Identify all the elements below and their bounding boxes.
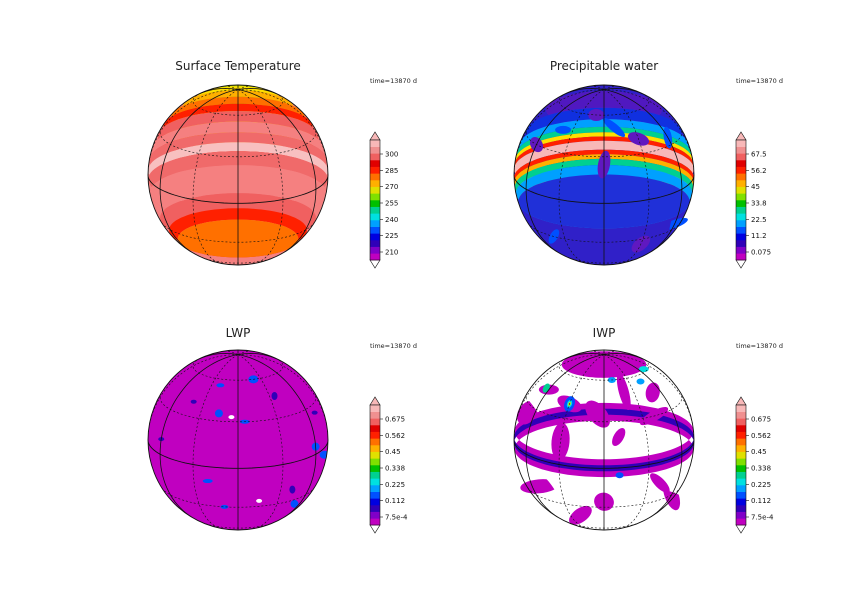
time-label-iwp: time=13870 d [736, 342, 784, 350]
colorbar-surface-temperature: 300 285 270 255 240 225 210 [369, 131, 398, 269]
colorbar-tick-label: 0.225 [751, 481, 771, 489]
colorbar-tick-label: 33.8 [751, 200, 767, 208]
colorbar-tick-label: 0.45 [751, 448, 767, 456]
colorbar-tick-label: 210 [385, 249, 398, 257]
colorbar-tick-label: 285 [385, 167, 398, 175]
colorbar-tick-label: 0.675 [751, 416, 771, 424]
globe-lwp [147, 349, 329, 531]
panel-title-precipitable-water: Precipitable water [549, 59, 659, 73]
time-label-surface-temperature: time=13870 d [370, 77, 418, 85]
colorbar-tick-label: 300 [385, 151, 398, 159]
colorbar-tick-label: 0.675 [385, 416, 405, 424]
colorbar-precipitable-water: 67.5 56.2 45 33.8 22.5 11.2 0.075 [735, 131, 771, 269]
panel-title-iwp: IWP [592, 326, 616, 340]
colorbar-tick-label: 0.225 [385, 481, 405, 489]
colorbar-tick-label: 255 [385, 200, 398, 208]
globe-iwp [513, 349, 695, 531]
colorbar-tick-label: 0.338 [385, 465, 405, 473]
colorbar-iwp: 0.675 0.562 0.45 0.338 0.225 0.112 7.5e-4 [735, 396, 774, 534]
colorbar-tick-label: 270 [385, 183, 398, 191]
colorbar-tick-label: 22.5 [751, 216, 767, 224]
colorbar-tick-label: 7.5e-4 [751, 514, 774, 522]
colorbar-tick-label: 11.2 [751, 232, 767, 240]
colorbar-tick-label: 0.562 [751, 432, 771, 440]
colorbar-tick-label: 45 [751, 183, 760, 191]
time-label-precipitable-water: time=13870 d [736, 77, 784, 85]
time-label-lwp: time=13870 d [370, 342, 418, 350]
colorbar-tick-label: 240 [385, 216, 398, 224]
colorbar-tick-label: 56.2 [751, 167, 767, 175]
globe-precipitable-water [513, 84, 695, 266]
colorbar-tick-label: 0.562 [385, 432, 405, 440]
colorbar-tick-label: 0.075 [751, 249, 771, 257]
panel-title-lwp: LWP [225, 326, 251, 340]
colorbar-tick-label: 0.112 [751, 497, 771, 505]
colorbar-tick-label: 0.45 [385, 448, 401, 456]
colorbar-tick-label: 0.338 [751, 465, 771, 473]
colorbar-lwp: 0.675 0.562 0.45 0.338 0.225 0.112 7.5e-4 [369, 396, 408, 534]
colorbar-tick-label: 225 [385, 232, 398, 240]
globe-surface-temperature [147, 84, 329, 266]
panel-title-surface-temperature: Surface Temperature [175, 59, 301, 73]
colorbar-tick-label: 0.112 [385, 497, 405, 505]
colorbar-tick-label: 7.5e-4 [385, 514, 408, 522]
colorbar-tick-label: 67.5 [751, 151, 767, 159]
